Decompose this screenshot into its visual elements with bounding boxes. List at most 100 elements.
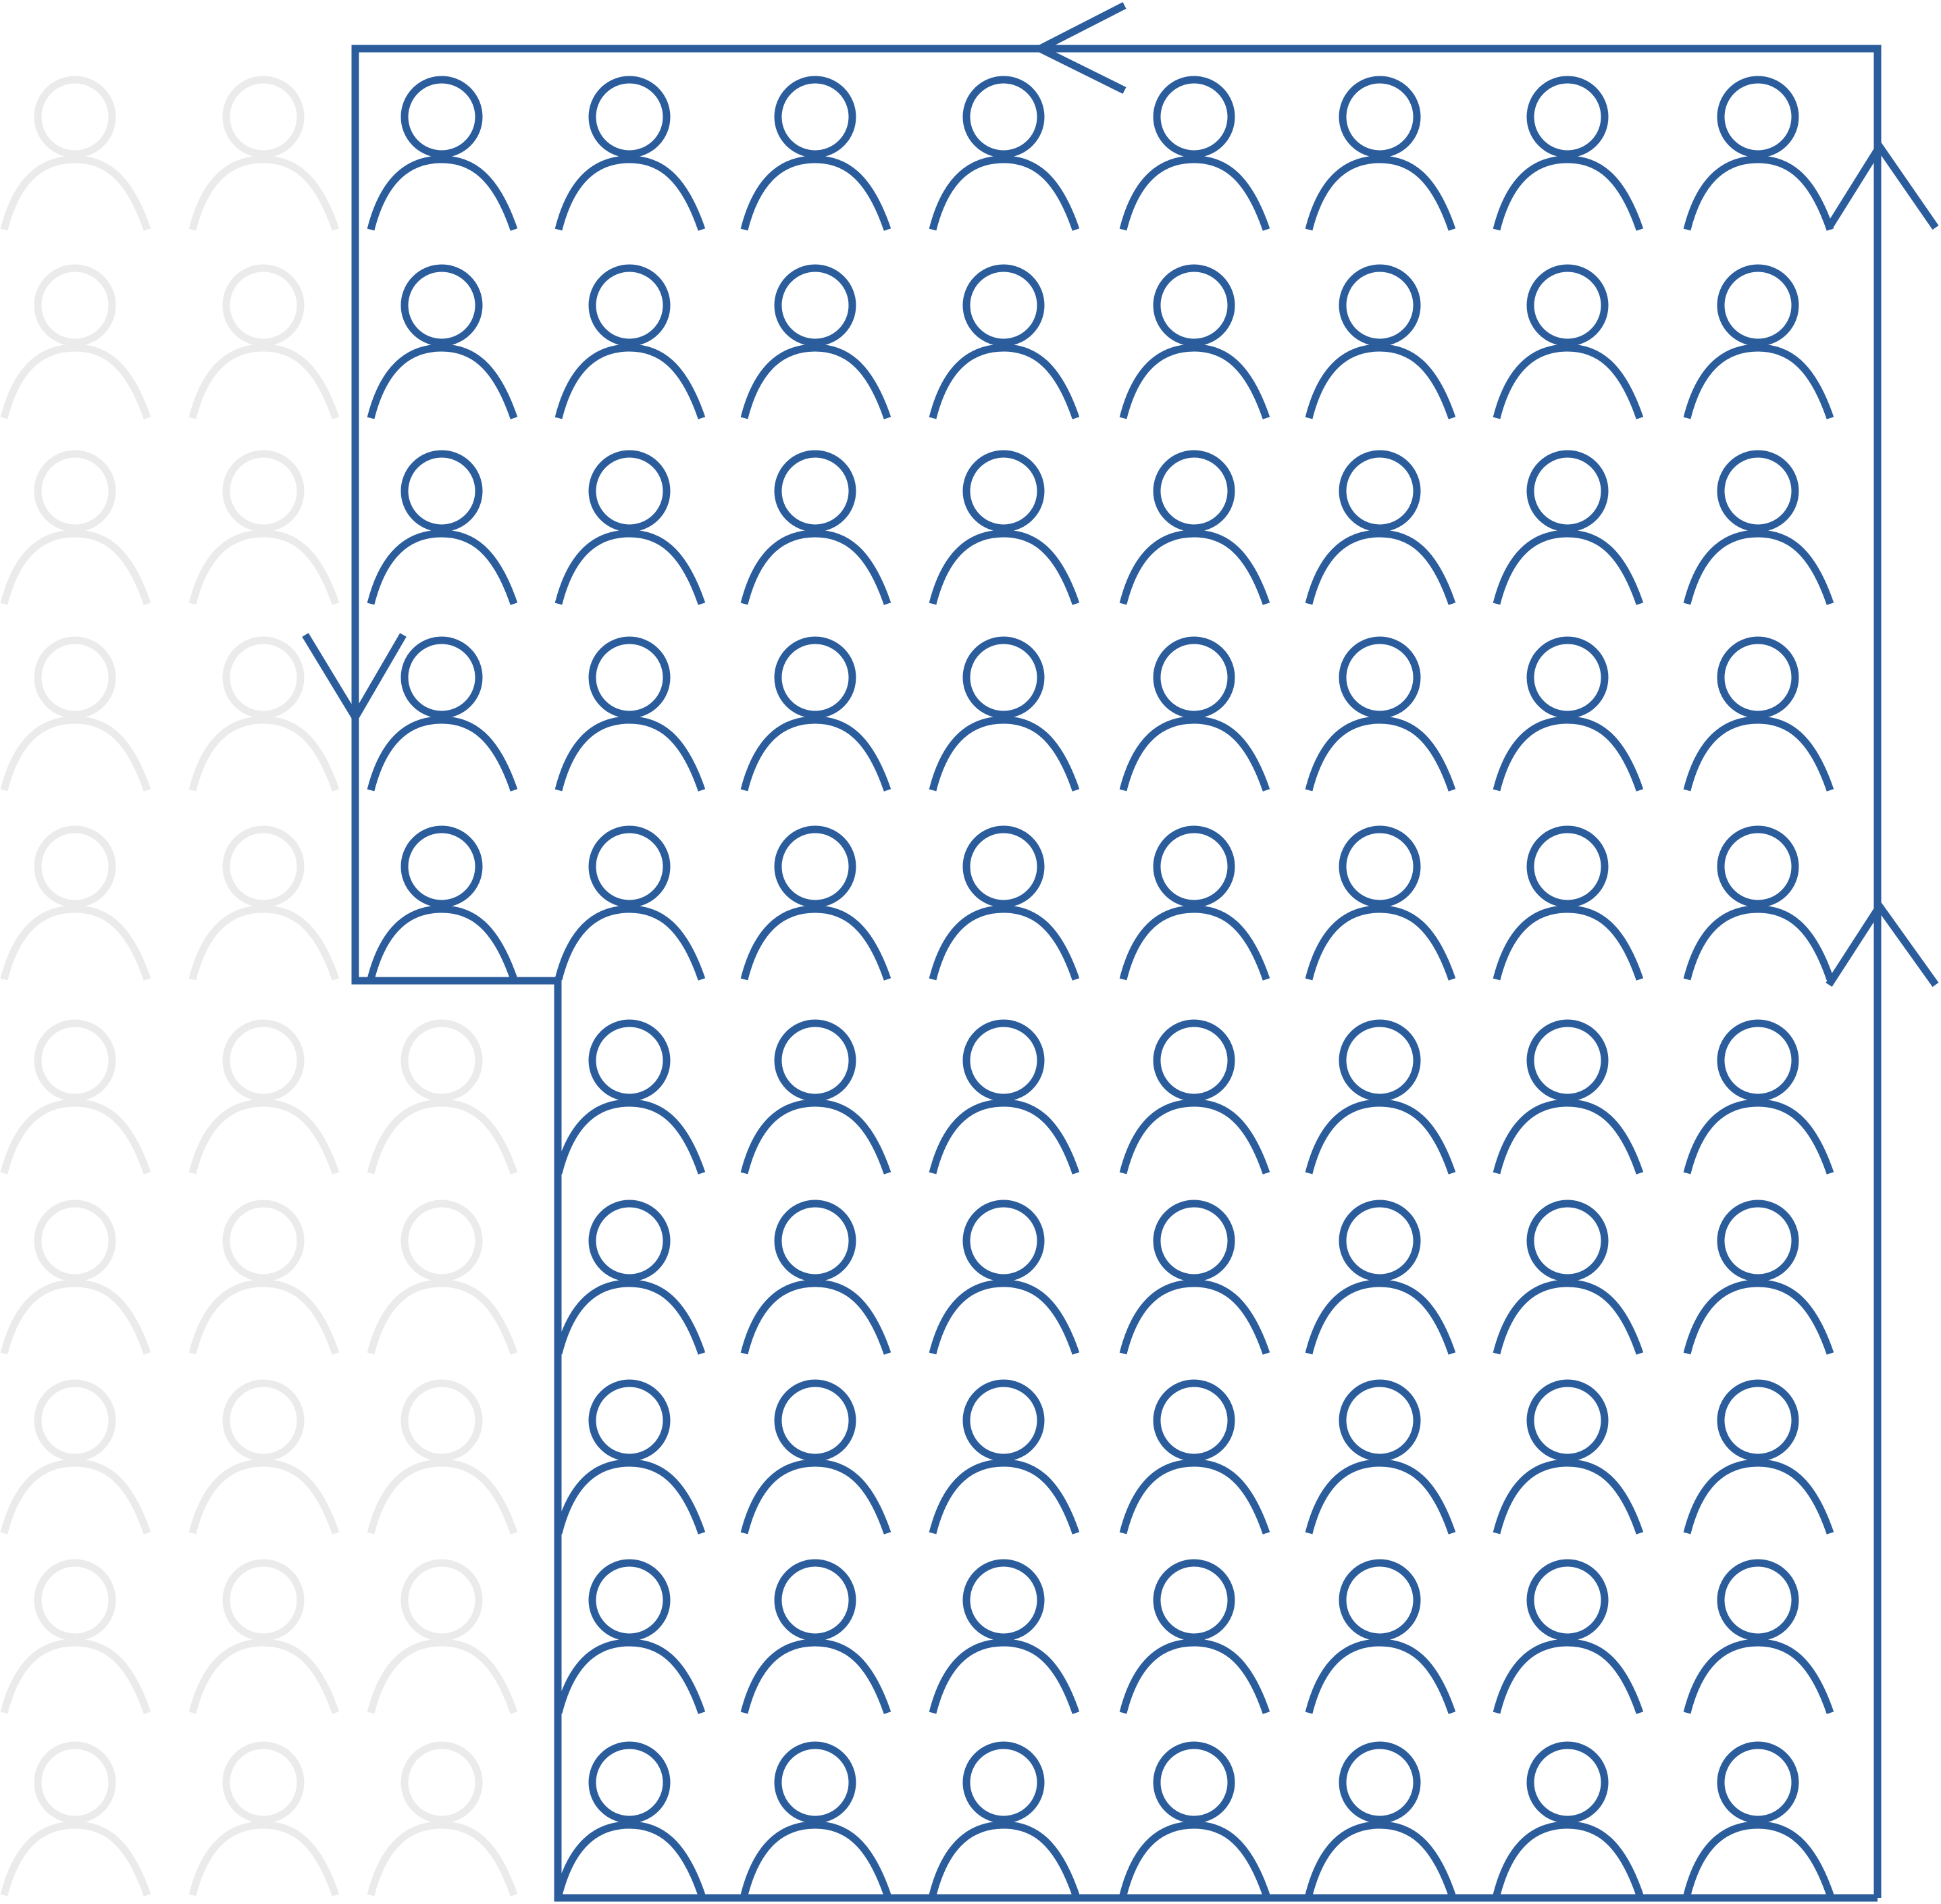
selection-boundary: [302, 2, 1939, 1902]
person-icon: [929, 1559, 1080, 1714]
person-icon: [1119, 1200, 1270, 1355]
person-icon: [1683, 1559, 1834, 1714]
person-icon: [0, 1379, 151, 1535]
person-icon: [188, 264, 340, 419]
person-icon: [740, 636, 891, 792]
person-icon: [1305, 1379, 1456, 1535]
person-icon: [1493, 264, 1644, 419]
person-icon: [554, 450, 706, 605]
person-icon: [367, 1019, 518, 1175]
person-icon: [929, 1379, 1080, 1535]
person-icon: [929, 1200, 1080, 1355]
person-icon: [1493, 1559, 1644, 1714]
person-icon: [929, 264, 1080, 419]
person-icon: [1305, 450, 1456, 605]
person-icon: [554, 825, 706, 981]
person-icon: [554, 1741, 706, 1897]
person-icon: [188, 76, 340, 231]
person-icon: [740, 1559, 891, 1714]
person-icon: [367, 264, 518, 419]
person-icon: [188, 636, 340, 792]
boundary-outline: [351, 45, 1882, 1902]
person-icon: [367, 450, 518, 605]
arrow-right-up-upper-icon: [1826, 139, 1939, 230]
person-icon: [554, 1200, 706, 1355]
person-icon: [1683, 76, 1834, 231]
person-icon: [188, 1379, 340, 1535]
person-icon: [367, 1379, 518, 1535]
arrow-left-down-icon: [302, 633, 407, 725]
person-icon: [1493, 1379, 1644, 1535]
person-icon: [188, 1200, 340, 1355]
person-icon: [554, 1559, 706, 1714]
person-icon: [929, 636, 1080, 792]
person-icon: [1119, 1559, 1270, 1714]
person-icon: [1305, 636, 1456, 792]
person-icon: [1119, 76, 1270, 231]
person-icon: [929, 76, 1080, 231]
person-icon: [1305, 1741, 1456, 1897]
person-icon: [367, 825, 518, 981]
arrow-right-up-lower-icon: [1826, 900, 1939, 987]
person-icon: [367, 1741, 518, 1897]
person-icon: [740, 1019, 891, 1175]
person-icon: [1683, 1019, 1834, 1175]
person-icon: [0, 76, 151, 231]
person-icon: [1683, 825, 1834, 981]
person-icon: [0, 825, 151, 981]
person-icons: [0, 76, 1834, 1897]
person-icon: [1493, 76, 1644, 231]
person-icon: [367, 1559, 518, 1714]
person-icon: [740, 264, 891, 419]
person-icon: [1119, 1379, 1270, 1535]
person-icon: [1683, 1741, 1834, 1897]
person-icon: [1119, 264, 1270, 419]
person-icon: [1683, 1379, 1834, 1535]
person-icon: [929, 825, 1080, 981]
person-icon: [740, 76, 891, 231]
person-icon: [0, 1559, 151, 1714]
person-icon: [0, 1200, 151, 1355]
person-icon: [1305, 76, 1456, 231]
person-icon: [1493, 825, 1644, 981]
person-icon: [740, 450, 891, 605]
person-icon: [1683, 450, 1834, 605]
person-icon: [1493, 1019, 1644, 1175]
person-icon: [1119, 636, 1270, 792]
person-icon: [554, 264, 706, 419]
person-icon: [554, 1019, 706, 1175]
person-icon: [1119, 825, 1270, 981]
person-icon: [367, 76, 518, 231]
person-icon: [740, 1379, 891, 1535]
person-icon: [554, 636, 706, 792]
person-icon: [1305, 1559, 1456, 1714]
person-icon: [1305, 1200, 1456, 1355]
person-icon: [1683, 264, 1834, 419]
person-icon: [188, 450, 340, 605]
person-icon: [1493, 636, 1644, 792]
person-icon: [0, 1741, 151, 1897]
person-icon: [929, 1741, 1080, 1897]
person-icon: [188, 1019, 340, 1175]
person-icon: [1305, 1019, 1456, 1175]
person-icon: [188, 1559, 340, 1714]
person-icon: [188, 825, 340, 981]
person-icon: [1493, 450, 1644, 605]
person-icon: [1119, 450, 1270, 605]
person-icon: [929, 450, 1080, 605]
person-icon: [367, 1200, 518, 1355]
person-icon: [367, 636, 518, 792]
person-icon: [554, 1379, 706, 1535]
person-icon: [1305, 264, 1456, 419]
person-icon: [1683, 1200, 1834, 1355]
person-icon: [1305, 825, 1456, 981]
person-icon: [1119, 1741, 1270, 1897]
person-icon: [0, 264, 151, 419]
arrow-top-left-icon: [1031, 2, 1127, 94]
person-icon: [1493, 1741, 1644, 1897]
person-icon: [1119, 1019, 1270, 1175]
person-icon: [929, 1019, 1080, 1175]
person-icon: [1493, 1200, 1644, 1355]
